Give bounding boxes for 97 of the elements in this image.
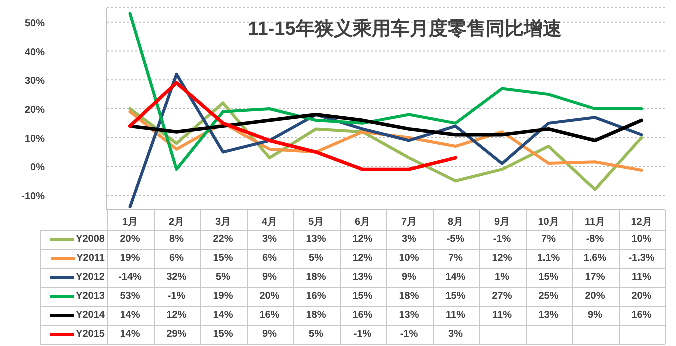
x-tick-label: 12月 <box>631 217 652 228</box>
y-tick-label: 20% <box>24 105 46 116</box>
data-label: 6% <box>262 252 278 266</box>
x-tick-label: 7月 <box>401 217 418 228</box>
data-label: 10% <box>398 252 420 266</box>
data-label: 16% <box>352 309 374 323</box>
x-tick-label: 3月 <box>215 217 232 228</box>
data-label: 9% <box>262 328 278 342</box>
legend-label: Y2014 <box>76 310 105 321</box>
data-label: 7% <box>448 252 464 266</box>
data-label: 3% <box>262 233 278 247</box>
data-label: 20% <box>258 290 281 304</box>
x-tick-label: 6月 <box>354 217 371 228</box>
y-tick-label: 30% <box>24 76 46 88</box>
data-label: 7% <box>540 233 557 247</box>
data-label: 15% <box>212 252 234 266</box>
data-label: 19% <box>119 252 142 266</box>
data-label: 15% <box>444 290 467 304</box>
data-label: -5% <box>446 233 466 247</box>
data-label: 9% <box>262 271 278 285</box>
data-label: -1% <box>352 328 373 342</box>
data-label: 6% <box>168 252 185 266</box>
data-label: 53% <box>119 290 142 304</box>
y-tick-label: 10% <box>24 134 46 145</box>
data-label: 3% <box>448 328 464 342</box>
data-label: 10% <box>630 233 653 247</box>
x-tick-label: 4月 <box>262 217 278 228</box>
x-tick-label: 8月 <box>448 217 464 228</box>
line-series <box>128 12 644 172</box>
data-label: 11% <box>445 309 466 323</box>
data-label: 5% <box>308 252 324 266</box>
data-label: -8% <box>585 233 606 247</box>
data-label: 18% <box>305 309 328 323</box>
data-label: 11% <box>492 309 513 323</box>
y-tick-label: -10% <box>22 192 46 203</box>
line-series <box>128 113 644 142</box>
data-label: 25% <box>538 290 560 304</box>
legend-label: Y2008 <box>76 234 105 245</box>
legend-label: Y2015 <box>76 329 105 340</box>
data-label: 15% <box>352 290 374 304</box>
legend-label: Y2011 <box>76 253 105 264</box>
data-label: 14% <box>119 328 142 342</box>
legend-label: Y2013 <box>76 291 105 302</box>
data-label: 12% <box>166 309 188 323</box>
x-tick-label: 9月 <box>494 217 510 228</box>
data-label: 5% <box>215 271 232 285</box>
data-label: 11% <box>631 271 652 285</box>
y-tick-label: 0% <box>30 162 46 174</box>
data-label: 1% <box>494 271 510 285</box>
data-label: 16% <box>630 309 653 323</box>
data-label: -1.3% <box>628 252 656 266</box>
x-tick-label: 11月 <box>584 217 606 228</box>
data-label: 13% <box>398 309 420 323</box>
data-label: 5% <box>308 328 324 342</box>
data-label: 20% <box>630 290 653 304</box>
data-label: 12% <box>491 252 514 266</box>
data-label: 15% <box>212 328 234 342</box>
data-label: 14% <box>444 271 467 285</box>
data-label: 17% <box>584 271 606 285</box>
data-label: 14% <box>212 309 234 323</box>
data-label: 22% <box>212 233 234 247</box>
data-label: 1.6% <box>582 252 608 266</box>
x-tick-label: 10月 <box>538 217 560 228</box>
data-label: 13% <box>538 309 560 323</box>
data-label: 3% <box>401 233 418 247</box>
line-series <box>128 81 458 172</box>
y-tick-label: 40% <box>24 47 46 58</box>
data-label: 13% <box>305 233 328 247</box>
data-label: 15% <box>538 271 560 285</box>
data-label: 18% <box>398 290 420 304</box>
text: 11-15年狭义乘用车月度零售同比增速 <box>247 18 563 42</box>
data-label: -1% <box>166 290 187 304</box>
data-label: 12% <box>352 252 374 266</box>
data-label: -1% <box>492 233 512 247</box>
data-label: -1% <box>399 328 420 342</box>
y-tick-label: 50% <box>24 18 46 30</box>
data-label: 13% <box>352 271 374 285</box>
data-label: 14% <box>119 309 142 323</box>
data-label: 18% <box>305 271 328 285</box>
x-tick-label: 5月 <box>308 217 324 228</box>
data-label: 29% <box>166 328 188 342</box>
data-label: 8% <box>168 233 185 247</box>
data-label: -14% <box>118 271 143 285</box>
x-tick-label: 1月 <box>122 217 138 228</box>
data-label: 9% <box>587 309 604 323</box>
data-label: 1.1% <box>536 252 562 266</box>
data-label: 20% <box>584 290 606 304</box>
data-label: 32% <box>166 271 188 285</box>
data-label: 12% <box>352 233 374 247</box>
x-tick-label: 2月 <box>168 217 185 228</box>
data-label: 20% <box>119 233 142 247</box>
data-label: 16% <box>305 290 328 304</box>
data-label: 27% <box>491 290 514 304</box>
data-label: 19% <box>212 290 234 304</box>
legend-label: Y2012 <box>76 272 105 283</box>
data-label: 9% <box>401 271 418 285</box>
data-label: 16% <box>258 309 281 323</box>
